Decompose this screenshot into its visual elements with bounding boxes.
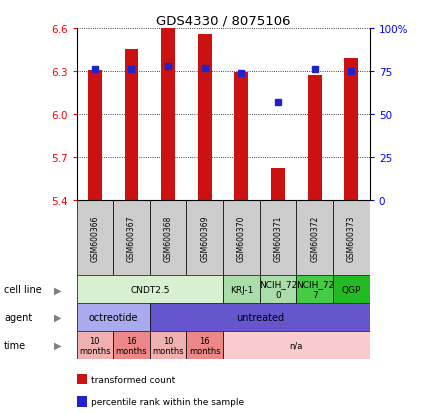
Text: GSM600366: GSM600366: [91, 215, 99, 261]
Bar: [260, 275, 296, 304]
Text: GSM600368: GSM600368: [164, 215, 173, 261]
Bar: [333, 275, 370, 304]
Text: GSM600369: GSM600369: [200, 215, 209, 261]
Text: transformed count: transformed count: [91, 375, 176, 384]
Text: NCIH_72
0: NCIH_72 0: [259, 280, 297, 299]
Bar: [344, 59, 358, 201]
Text: untreated: untreated: [236, 313, 284, 323]
Text: octreotide: octreotide: [88, 313, 138, 323]
Bar: [296, 201, 333, 275]
Text: time: time: [4, 340, 26, 350]
Bar: [113, 331, 150, 359]
Bar: [150, 304, 370, 331]
Text: agent: agent: [4, 313, 32, 323]
Bar: [150, 331, 187, 359]
Bar: [76, 275, 223, 304]
Text: GSM600373: GSM600373: [347, 215, 356, 261]
Text: GSM600370: GSM600370: [237, 215, 246, 261]
Bar: [125, 50, 139, 201]
Text: cell line: cell line: [4, 285, 42, 294]
Text: KRJ-1: KRJ-1: [230, 285, 253, 294]
Title: GDS4330 / 8075106: GDS4330 / 8075106: [156, 15, 290, 28]
Bar: [150, 201, 187, 275]
Bar: [260, 201, 296, 275]
Bar: [296, 275, 333, 304]
Bar: [187, 201, 223, 275]
Text: n/a: n/a: [290, 341, 303, 350]
Text: percentile rank within the sample: percentile rank within the sample: [91, 397, 244, 406]
Text: 10
months: 10 months: [79, 336, 110, 355]
Text: ▶: ▶: [54, 313, 61, 323]
Bar: [76, 201, 113, 275]
Bar: [308, 76, 322, 201]
Text: GSM600371: GSM600371: [274, 215, 283, 261]
Bar: [223, 201, 260, 275]
Bar: [235, 73, 249, 201]
Text: GSM600367: GSM600367: [127, 215, 136, 261]
Bar: [271, 169, 285, 201]
Bar: [333, 201, 370, 275]
Text: QGP: QGP: [342, 285, 361, 294]
Bar: [76, 304, 150, 331]
Text: 16
months: 16 months: [116, 336, 147, 355]
Bar: [88, 70, 102, 201]
Text: NCIH_72
7: NCIH_72 7: [296, 280, 334, 299]
Text: ▶: ▶: [54, 340, 61, 350]
Text: 16
months: 16 months: [189, 336, 221, 355]
Bar: [113, 201, 150, 275]
Text: CNDT2.5: CNDT2.5: [130, 285, 170, 294]
Bar: [76, 331, 113, 359]
Bar: [223, 331, 370, 359]
Bar: [187, 331, 223, 359]
Text: 10
months: 10 months: [152, 336, 184, 355]
Bar: [161, 29, 175, 201]
Bar: [223, 275, 260, 304]
Bar: [198, 35, 212, 201]
Text: GSM600372: GSM600372: [310, 215, 319, 261]
Text: ▶: ▶: [54, 285, 61, 294]
